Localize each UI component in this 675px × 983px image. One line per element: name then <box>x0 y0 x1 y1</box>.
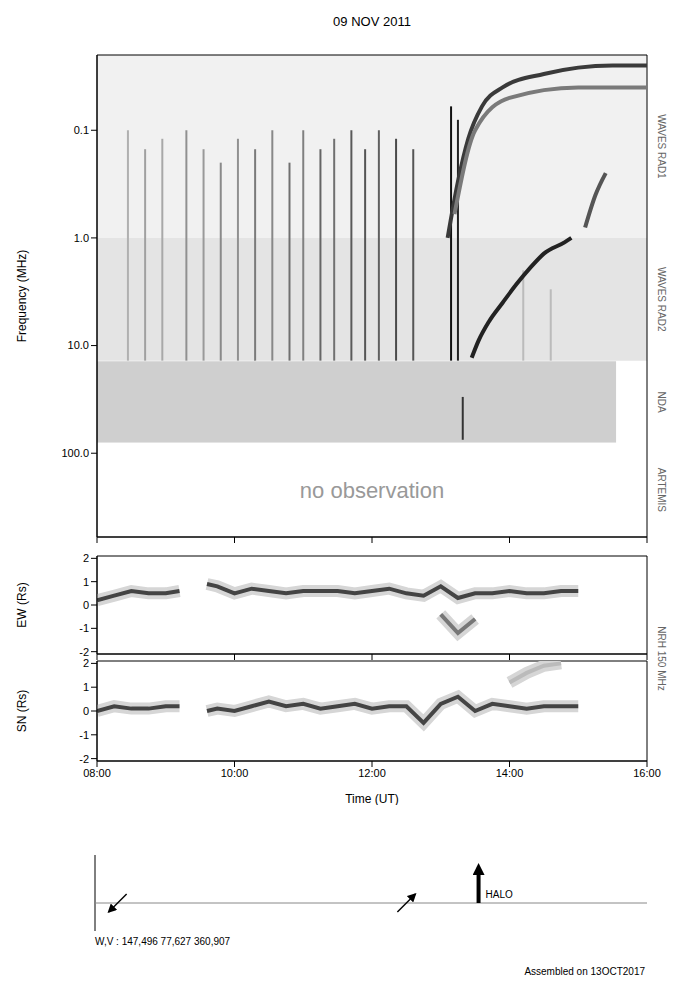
svg-text:EW (Rs): EW (Rs) <box>15 582 29 627</box>
html-text:Assembled on 13OCT2017: Assembled on 13OCT2017 <box>524 966 645 977</box>
svg-text:HALO: HALO <box>486 889 513 900</box>
svg-text:0: 0 <box>83 705 89 717</box>
svg-text:Time (UT): Time (UT) <box>345 792 399 805</box>
svg-text:-1: -1 <box>79 622 89 634</box>
svg-text:100.0: 100.0 <box>61 447 89 459</box>
svg-text:1: 1 <box>83 576 89 588</box>
svg-text:SN (Rs): SN (Rs) <box>15 690 29 733</box>
html-text:W,V : 147,496 77,627 360,907: W,V : 147,496 77,627 360,907 <box>95 936 231 947</box>
svg-text:-2: -2 <box>79 646 89 658</box>
svg-text:Frequency (MHz): Frequency (MHz) <box>15 250 29 343</box>
svg-text:10:00: 10:00 <box>221 767 249 779</box>
svg-text:-1: -1 <box>79 729 89 741</box>
svg-text:2: 2 <box>83 657 89 669</box>
svg-text:ARTEMIS: ARTEMIS <box>656 468 667 513</box>
svg-text:12:00: 12:00 <box>358 767 386 779</box>
svg-text:10.0: 10.0 <box>68 339 89 351</box>
svg-text:0: 0 <box>83 599 89 611</box>
svg-text:no observation: no observation <box>300 478 444 503</box>
svg-text:WAVES RAD1: WAVES RAD1 <box>656 114 667 179</box>
html-text:09 NOV 2011: 09 NOV 2011 <box>333 14 411 29</box>
svg-text:14:00: 14:00 <box>496 767 524 779</box>
svg-text:NRH 150 MHz: NRH 150 MHz <box>656 626 667 690</box>
svg-text:0.1: 0.1 <box>74 124 89 136</box>
svg-text:2: 2 <box>83 552 89 564</box>
svg-text:16:00: 16:00 <box>633 767 661 779</box>
svg-text:-2: -2 <box>79 753 89 765</box>
svg-text:1.0: 1.0 <box>74 232 89 244</box>
svg-text:1: 1 <box>83 681 89 693</box>
svg-text:WAVES RAD2: WAVES RAD2 <box>656 267 667 332</box>
svg-text:08:00: 08:00 <box>83 767 111 779</box>
svg-text:NDA: NDA <box>656 391 667 412</box>
